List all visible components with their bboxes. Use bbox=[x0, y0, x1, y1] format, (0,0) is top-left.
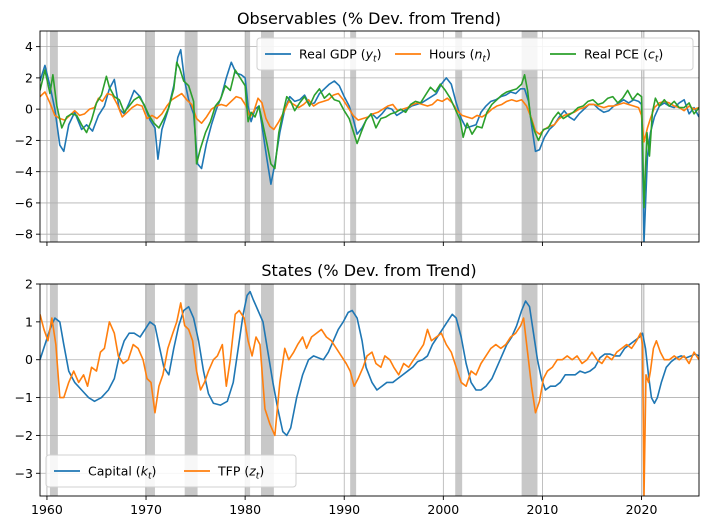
recession-band bbox=[350, 31, 357, 242]
y-tick-label: −3 bbox=[15, 466, 33, 481]
legend-item: Real PCE (ct) bbox=[550, 47, 663, 65]
recession-band bbox=[455, 31, 463, 242]
legend: Real GDP (yt) Hours (nt) Real PCE (ct) bbox=[256, 37, 694, 71]
x-tick-label: 1990 bbox=[328, 502, 360, 517]
axes-frame bbox=[39, 30, 700, 243]
x-tick-label: 1970 bbox=[130, 502, 162, 517]
y-tick-label: 0 bbox=[25, 102, 33, 117]
legend-label: TFP (zt) bbox=[217, 464, 264, 482]
legend: Capital (kt) TFP (zt) bbox=[45, 454, 297, 488]
recession-band bbox=[245, 31, 251, 242]
y-tick-label: 0 bbox=[25, 352, 33, 367]
recession-band bbox=[49, 284, 58, 496]
states-title: States (% Dev. from Trend) bbox=[261, 261, 476, 280]
y-tick-label: 2 bbox=[25, 70, 33, 85]
y-tick-label: −2 bbox=[15, 428, 33, 443]
y-tick-label: −2 bbox=[15, 133, 33, 148]
recession-band bbox=[260, 284, 274, 496]
y-tick-label: 1 bbox=[25, 314, 33, 329]
recession-band bbox=[350, 284, 357, 496]
recession-band bbox=[49, 31, 58, 242]
x-tick-label: 1960 bbox=[31, 502, 63, 517]
legend-item: Real GDP (yt) bbox=[265, 47, 381, 65]
recession-band bbox=[184, 284, 198, 496]
legend-item: Capital (kt) bbox=[54, 464, 156, 482]
recession-band bbox=[184, 31, 198, 242]
series-line-1 bbox=[40, 48, 699, 242]
legend-box bbox=[45, 454, 297, 488]
observables-panel: Observables (% Dev. from Trend) 4 2 0 −2 −4 −… bbox=[15, 9, 700, 246]
legend-label: Capital (kt) bbox=[88, 464, 156, 482]
axes-frame bbox=[39, 283, 700, 497]
x-tick-label: 2010 bbox=[527, 502, 559, 517]
recession-band bbox=[521, 284, 538, 496]
y-tick-label: −8 bbox=[15, 227, 33, 242]
x-tick-label: 2000 bbox=[427, 502, 459, 517]
legend-label: Hours (nt) bbox=[429, 47, 491, 65]
states-panel: States (% Dev. from Trend) 2 1 0 −1 −2 −3 1960… bbox=[15, 261, 700, 517]
y-tick-label: 2 bbox=[25, 277, 33, 292]
legend-item: Hours (nt) bbox=[395, 47, 491, 65]
y-tick-label: −1 bbox=[15, 390, 33, 405]
recession-band bbox=[245, 284, 251, 496]
series-line-2 bbox=[40, 302, 699, 496]
recession-band bbox=[455, 284, 463, 496]
recession-band bbox=[145, 284, 155, 496]
recession-band bbox=[145, 31, 155, 242]
y-tick-label: 4 bbox=[25, 39, 33, 54]
x-tick-label: 2020 bbox=[626, 502, 658, 517]
legend-item: TFP (zt) bbox=[184, 464, 264, 482]
x-tick-label: 1980 bbox=[229, 502, 261, 517]
observables-title: Observables (% Dev. from Trend) bbox=[237, 9, 501, 28]
y-tick-label: −6 bbox=[15, 195, 33, 210]
series-line-1 bbox=[40, 290, 699, 437]
series-line-3 bbox=[40, 61, 699, 209]
y-tick-label: −4 bbox=[15, 164, 33, 179]
legend-box bbox=[256, 37, 694, 71]
legend-label: Real GDP (yt) bbox=[299, 47, 381, 65]
recession-band bbox=[260, 31, 274, 242]
legend-label: Real PCE (ct) bbox=[584, 47, 663, 65]
